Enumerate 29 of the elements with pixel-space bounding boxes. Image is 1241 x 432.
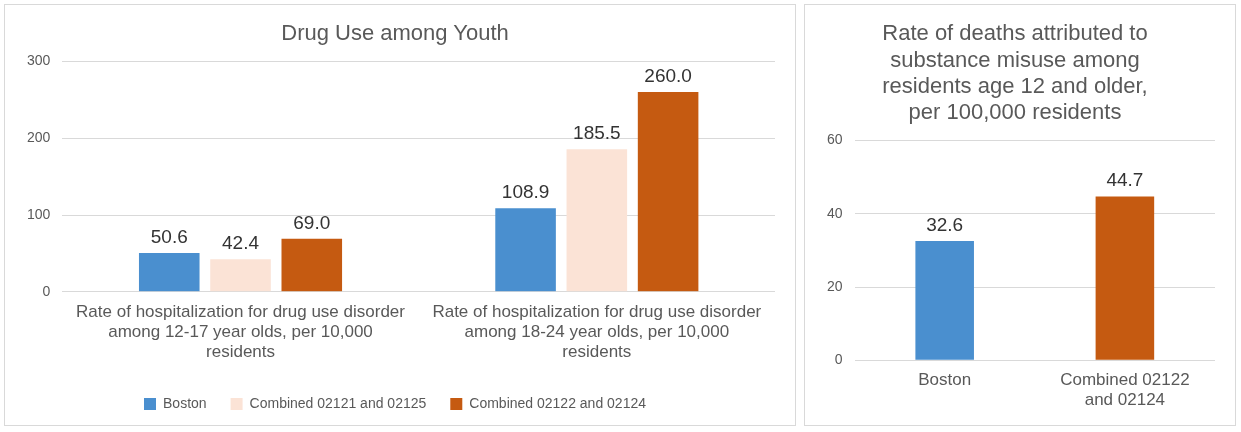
data-label: 50.6 bbox=[150, 225, 188, 247]
x-tick-label: Rate of hospitalization for drug use disorder among 18-24 year olds, per 10,000 residents bbox=[432, 301, 762, 362]
bar bbox=[281, 238, 343, 292]
data-label: 185.5 bbox=[573, 122, 621, 144]
y-tick-label: 20 bbox=[826, 277, 843, 294]
y-tick-label: 100 bbox=[27, 205, 51, 222]
data-label: 69.0 bbox=[293, 211, 331, 233]
x-tick-label: Rate of hospitalization for drug use disorder among 12-17 year olds, per 10,000 residents bbox=[76, 301, 406, 362]
data-label: 108.9 bbox=[501, 180, 550, 202]
bar bbox=[637, 92, 699, 292]
y-tick-label: 0 bbox=[834, 351, 843, 368]
y-tick-label: 200 bbox=[27, 129, 51, 146]
data-label: 260.0 bbox=[644, 64, 692, 86]
y-tick-label: 0 bbox=[42, 282, 51, 299]
y-tick-label: 60 bbox=[826, 131, 843, 148]
data-label: 44.7 bbox=[1106, 169, 1144, 191]
legend-label: Combined 02121 and 02125 bbox=[249, 394, 427, 411]
legend-label: Combined 02122 and 02124 bbox=[469, 394, 647, 411]
data-label: 42.4 bbox=[222, 231, 260, 253]
bar bbox=[210, 259, 271, 292]
chart-title: Rate of deaths attributed to substance misuse among residents age 12 and older, per 100,000 residents bbox=[882, 20, 1148, 125]
legend-label: Boston bbox=[163, 394, 207, 411]
y-tick-label: 40 bbox=[826, 204, 843, 221]
chart-title: Drug Use among Youth bbox=[281, 20, 509, 46]
data-label: 32.6 bbox=[926, 213, 964, 235]
bar bbox=[566, 149, 628, 292]
bar bbox=[495, 208, 556, 292]
bar bbox=[138, 252, 200, 292]
y-tick-label: 300 bbox=[27, 52, 51, 69]
